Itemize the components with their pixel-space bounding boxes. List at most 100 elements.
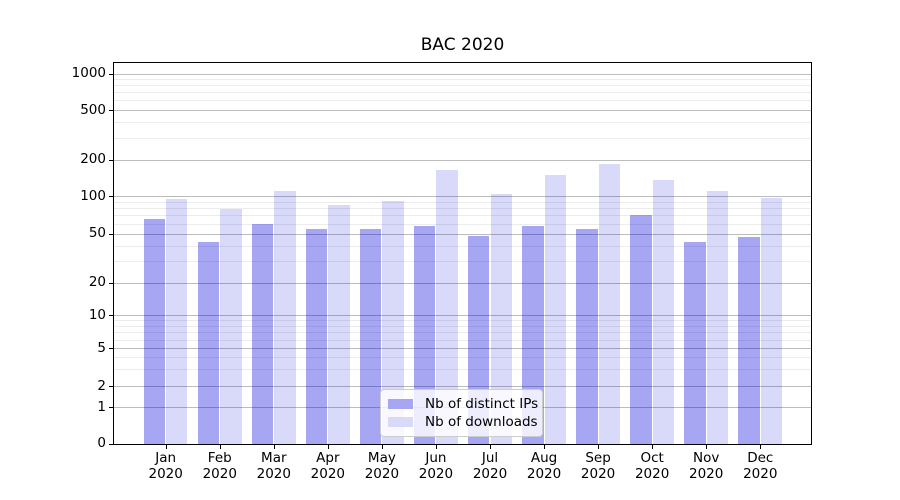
x-tick-mark	[381, 445, 383, 449]
gridline-minor	[114, 208, 811, 210]
bar-downloads	[382, 201, 404, 444]
y-tick-mark	[109, 233, 113, 235]
x-tick-mark	[327, 445, 329, 449]
bar-downloads	[436, 169, 458, 444]
x-tick-year: 2020	[364, 466, 400, 482]
bar-downloads	[220, 208, 242, 444]
plot-area	[113, 62, 812, 445]
bar-distinct-ips	[306, 229, 328, 444]
gridline-minor	[114, 85, 811, 87]
x-tick-label: Mar 2020	[244, 450, 304, 482]
y-tick-label: 1000	[71, 65, 106, 81]
x-tick-label: Nov 2020	[676, 450, 736, 482]
x-tick-month: Aug	[530, 450, 558, 466]
gridline-major	[114, 73, 811, 75]
x-tick-label: Jun 2020	[406, 450, 466, 482]
bar-downloads	[760, 197, 783, 444]
x-tick-year: 2020	[310, 466, 346, 482]
x-tick-month: May	[367, 450, 396, 466]
y-tick-mark	[109, 315, 113, 316]
gridline-minor	[114, 79, 811, 81]
x-tick-mark	[165, 445, 167, 449]
y-tick-mark	[109, 73, 113, 75]
bar-distinct-ips	[738, 236, 760, 444]
y-tick-label: 20	[88, 274, 106, 290]
x-tick-month: Nov	[693, 450, 720, 466]
bar-downloads	[706, 191, 728, 444]
bar-downloads	[598, 164, 620, 444]
bar-distinct-ips	[252, 223, 274, 444]
gridline-minor	[114, 201, 811, 203]
y-tick-mark	[109, 443, 113, 445]
legend-item: Nb of distinct IPs	[388, 395, 538, 413]
x-tick-label: Sep 2020	[568, 450, 628, 482]
x-tick-month: Jan	[155, 450, 177, 466]
legend-label: Nb of downloads	[425, 414, 538, 430]
x-tick-year: 2020	[689, 466, 724, 482]
x-tick-month: Apr	[316, 450, 340, 466]
gridline-major	[114, 159, 811, 161]
gridline-minor	[114, 92, 811, 94]
x-tick-label: Jul 2020	[460, 450, 520, 482]
x-tick-month: Oct	[640, 450, 664, 466]
x-tick-mark	[760, 445, 762, 449]
y-tick-mark	[109, 159, 113, 161]
legend-item: Nb of downloads	[388, 413, 538, 431]
y-tick-label: 50	[88, 225, 106, 242]
x-tick-month: Feb	[207, 450, 232, 466]
bar-distinct-ips	[197, 241, 220, 444]
legend-swatch	[388, 399, 413, 409]
x-tick-mark	[490, 445, 491, 449]
gridline-minor	[114, 260, 811, 262]
gridline-major	[114, 386, 811, 387]
y-tick-label: 2	[97, 377, 106, 394]
x-tick-year: 2020	[580, 466, 616, 482]
x-tick-mark	[706, 445, 708, 449]
y-tick-mark	[109, 348, 113, 350]
x-tick-year: 2020	[418, 466, 454, 482]
x-tick-year: 2020	[743, 466, 778, 482]
x-tick-month: Jul	[481, 450, 499, 466]
y-tick-mark	[109, 407, 113, 409]
y-tick-label: 200	[80, 151, 106, 167]
bar-distinct-ips	[630, 215, 652, 444]
x-tick-label: Oct 2020	[622, 450, 682, 482]
bar-downloads	[166, 199, 188, 444]
x-tick-label: Apr 2020	[298, 450, 358, 482]
x-tick-year: 2020	[472, 466, 508, 482]
gridline-minor	[114, 100, 811, 102]
x-tick-year: 2020	[634, 466, 670, 482]
x-tick-label: Jan 2020	[136, 450, 196, 482]
legend-swatch	[388, 417, 413, 427]
x-tick-mark	[598, 445, 600, 449]
gridline-major	[114, 110, 811, 111]
gridline-minor	[114, 137, 811, 139]
y-tick-label: 0	[97, 435, 106, 451]
gridline-major	[114, 196, 811, 197]
y-tick-label: 10	[88, 306, 106, 323]
bar-distinct-ips	[360, 229, 382, 444]
x-tick-label: Feb 2020	[190, 450, 250, 482]
chart-title: BAC 2020	[420, 35, 505, 55]
gridline-minor	[114, 223, 811, 225]
bar-downloads	[544, 175, 566, 444]
x-tick-year: 2020	[202, 466, 237, 482]
gridline-minor	[114, 245, 811, 247]
bar-distinct-ips	[143, 218, 166, 444]
x-tick-month: Dec	[747, 450, 774, 466]
gridline-major	[114, 233, 811, 235]
bar-distinct-ips	[576, 229, 598, 444]
x-tick-label: Dec 2020	[730, 450, 790, 482]
y-tick-mark	[109, 110, 113, 111]
legend-label: Nb of distinct IPs	[425, 396, 539, 412]
x-tick-label: Aug 2020	[514, 450, 574, 482]
y-tick-label: 100	[80, 187, 106, 204]
bar-downloads	[490, 193, 512, 444]
x-tick-month: Jun	[425, 450, 447, 466]
bar-distinct-ips	[684, 241, 706, 444]
gridline-minor	[114, 339, 811, 341]
x-tick-year: 2020	[256, 466, 291, 482]
y-tick-label: 1	[97, 398, 106, 415]
gridline-major	[114, 282, 811, 284]
